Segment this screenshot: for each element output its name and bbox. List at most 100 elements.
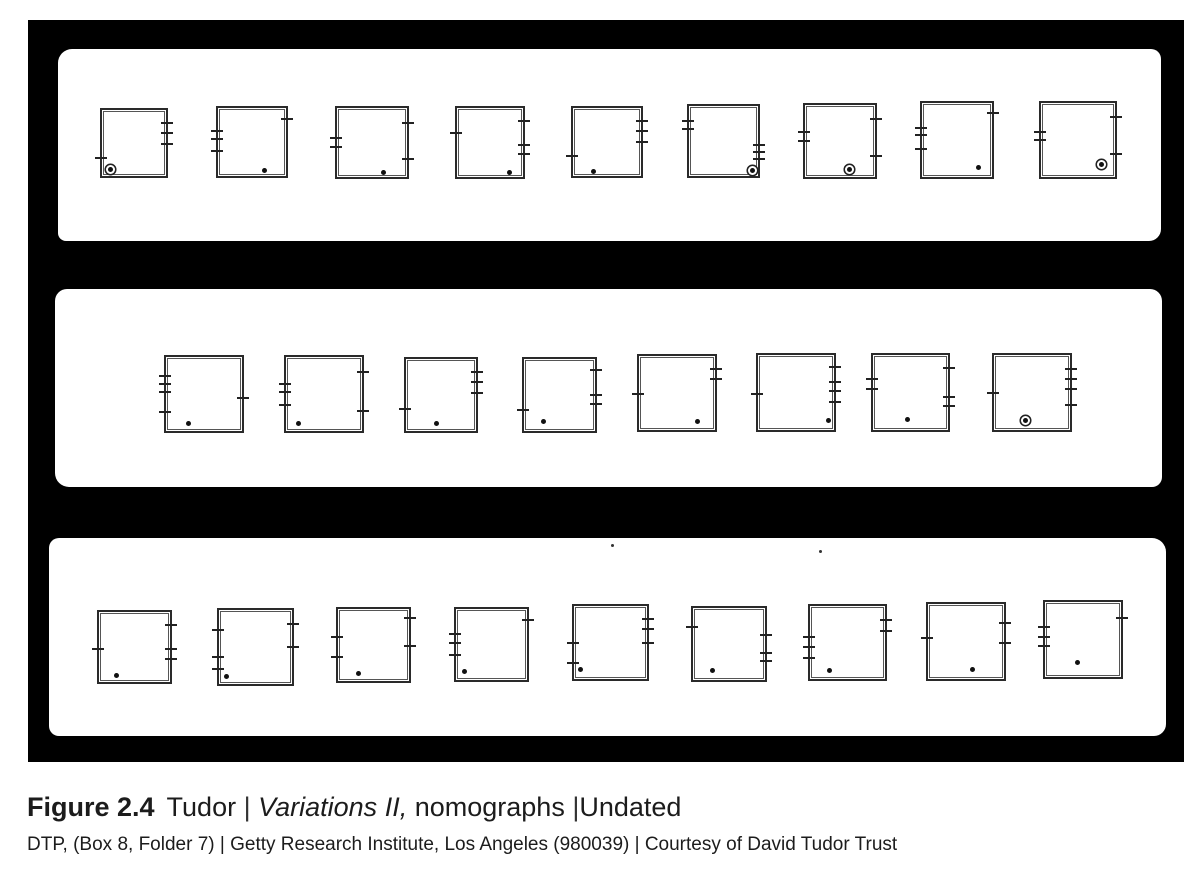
nomograph-square <box>1034 101 1122 179</box>
caption-work-type: nomographs <box>414 792 565 822</box>
scanned-plate <box>28 20 1184 762</box>
right-tick-mark <box>642 642 654 644</box>
left-tick-mark <box>915 134 927 136</box>
right-tick-mark <box>636 120 648 122</box>
left-tick-mark <box>331 636 343 638</box>
nomograph-strip-3 <box>49 538 1166 736</box>
left-tick-mark <box>330 137 342 139</box>
right-tick-mark <box>753 144 765 146</box>
point-mark <box>462 669 467 674</box>
point-mark <box>186 421 191 426</box>
left-tick-mark <box>330 146 342 148</box>
nomograph-square <box>751 353 841 432</box>
right-tick-mark <box>357 371 369 373</box>
left-tick-mark <box>279 383 291 385</box>
left-tick-mark <box>399 408 411 410</box>
right-tick-mark <box>710 378 722 380</box>
point-mark <box>541 419 546 424</box>
nomograph-strip-2 <box>55 289 1162 487</box>
left-tick-mark <box>866 378 878 380</box>
right-tick-mark <box>829 366 841 368</box>
right-tick-mark <box>518 153 530 155</box>
right-tick-mark <box>1116 617 1128 619</box>
left-tick-mark <box>95 157 107 159</box>
left-tick-mark <box>449 654 461 656</box>
point-mark <box>296 421 301 426</box>
nomograph-square <box>212 608 299 686</box>
left-tick-mark <box>1034 139 1046 141</box>
left-tick-mark <box>987 392 999 394</box>
right-tick-mark <box>161 132 173 134</box>
caption-credit-line: DTP, (Box 8, Folder 7) | Getty Research … <box>27 834 898 855</box>
left-tick-mark <box>751 393 763 395</box>
left-tick-mark <box>1038 645 1050 647</box>
figure-label: Figure 2.4 <box>27 792 155 822</box>
right-tick-mark <box>590 394 602 396</box>
left-tick-mark <box>449 633 461 635</box>
nomograph-square <box>632 354 722 432</box>
nomograph-square <box>517 357 602 433</box>
nomograph-square <box>566 106 648 178</box>
right-tick-mark <box>471 381 483 383</box>
right-tick-mark <box>522 619 534 621</box>
right-tick-mark <box>943 367 955 369</box>
left-tick-mark <box>92 648 104 650</box>
left-tick-mark <box>798 140 810 142</box>
point-mark <box>114 673 119 678</box>
point-mark <box>695 419 700 424</box>
point-mark <box>710 668 715 673</box>
nomograph-square <box>279 355 369 433</box>
left-tick-mark <box>567 642 579 644</box>
right-tick-mark <box>880 619 892 621</box>
right-tick-mark <box>1065 388 1077 390</box>
nomograph-square <box>449 607 534 682</box>
nomograph-square <box>915 101 999 179</box>
nomograph-square <box>866 353 955 432</box>
right-tick-mark <box>642 618 654 620</box>
point-mark <box>827 668 832 673</box>
right-tick-mark <box>165 624 177 626</box>
right-tick-mark <box>636 130 648 132</box>
right-tick-mark <box>1065 368 1077 370</box>
right-tick-mark <box>760 652 772 654</box>
nomograph-square <box>987 353 1077 432</box>
left-tick-mark <box>803 646 815 648</box>
right-tick-mark <box>1110 153 1122 155</box>
point-mark <box>381 170 386 175</box>
nomograph-square <box>95 108 173 178</box>
right-tick-mark <box>402 122 414 124</box>
left-tick-mark <box>1034 131 1046 133</box>
right-tick-mark <box>987 112 999 114</box>
caption-title-line: Figure 2.4 Tudor | Variations II, nomogra… <box>27 790 1187 824</box>
right-tick-mark <box>642 628 654 630</box>
caption-separator: | <box>243 792 251 822</box>
right-tick-mark <box>943 396 955 398</box>
left-tick-mark <box>449 642 461 644</box>
nomograph-square <box>921 602 1011 681</box>
left-tick-mark <box>915 127 927 129</box>
right-tick-mark <box>518 120 530 122</box>
left-tick-mark <box>211 130 223 132</box>
nomograph-square <box>159 355 249 433</box>
right-tick-mark <box>281 118 293 120</box>
left-tick-mark <box>211 138 223 140</box>
point-mark <box>591 169 596 174</box>
left-tick-mark <box>159 411 171 413</box>
nomograph-square <box>331 607 416 683</box>
nomograph-square <box>567 604 654 681</box>
nomograph-strip-1 <box>58 49 1161 241</box>
right-tick-mark <box>161 122 173 124</box>
right-tick-mark <box>357 410 369 412</box>
left-tick-mark <box>866 388 878 390</box>
left-tick-mark <box>450 132 462 134</box>
left-tick-mark <box>212 668 224 670</box>
circled-point-mark <box>1023 418 1028 423</box>
left-tick-mark <box>212 656 224 658</box>
left-tick-mark <box>798 131 810 133</box>
right-tick-mark <box>237 397 249 399</box>
right-tick-mark <box>753 151 765 153</box>
nomograph-square <box>450 106 530 179</box>
right-tick-mark <box>471 371 483 373</box>
ink-speck <box>611 544 614 547</box>
circled-point-mark <box>750 168 755 173</box>
